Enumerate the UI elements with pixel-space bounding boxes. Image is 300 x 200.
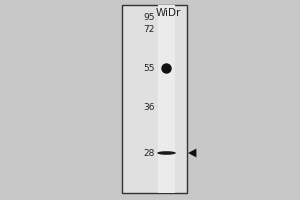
- Text: 55: 55: [143, 64, 155, 73]
- Ellipse shape: [157, 151, 176, 155]
- Text: 95: 95: [143, 14, 155, 22]
- Bar: [158, 5, 175, 193]
- Text: WiDr: WiDr: [155, 8, 181, 18]
- Polygon shape: [188, 149, 196, 157]
- Text: 36: 36: [143, 104, 155, 112]
- Text: 72: 72: [144, 25, 155, 34]
- Text: 28: 28: [144, 148, 155, 158]
- Bar: [122, 5, 187, 193]
